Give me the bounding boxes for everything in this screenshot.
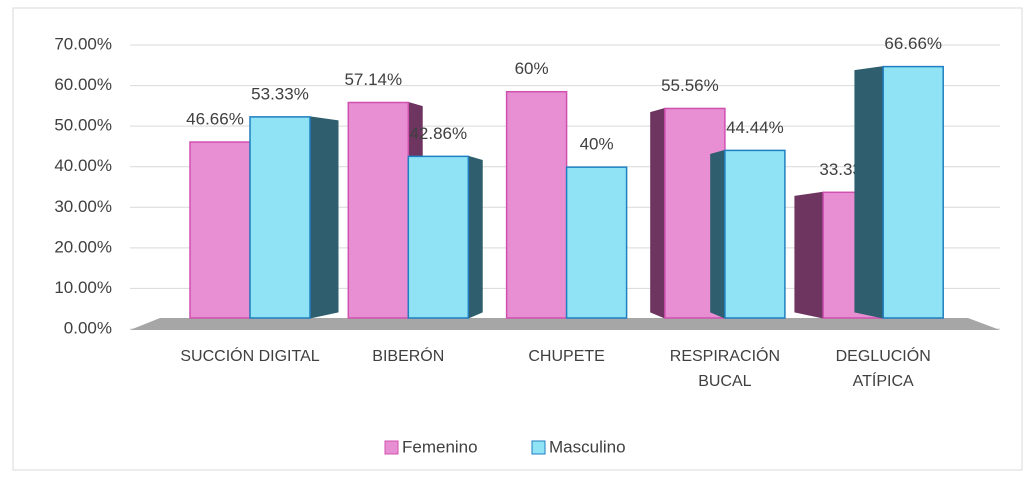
y-tick-label: 30.00% [54,197,112,216]
x-tick-label-box: RESPIRACIÓN BUCAL [669,348,781,390]
bar [505,90,568,319]
x-tick-label: BIBERÓN [372,348,445,365]
legend-label: Masculino [549,437,626,456]
value-label: 60% [515,59,549,78]
bar [189,141,251,319]
bar [407,155,470,319]
bar-side [467,155,483,319]
bar [565,166,628,319]
x-tick-label: RESPIRACIÓN BUCAL [669,348,781,390]
x-tick-label: SUCCIÓN DIGITAL [180,348,320,365]
x-tick-label-box: DEGLUCIÓN ATÍPICA [835,348,931,390]
y-tick-label: 40.00% [54,156,112,175]
x-tick-label-box: SUCCIÓN DIGITAL [180,348,320,365]
y-tick-label: 60.00% [54,75,112,94]
bar-side [710,149,726,319]
bar [347,101,410,319]
bar [882,65,944,319]
value-label: 42.86% [409,124,467,143]
bar [249,116,311,319]
value-label: 66.66% [884,34,942,53]
bar-side [854,66,884,319]
x-tick-label: CHUPETE [528,348,605,365]
y-tick-label: 20.00% [54,237,112,256]
legend-swatch [384,440,399,455]
y-tick-label: 70.00% [54,34,112,53]
bar [724,149,786,319]
y-tick-label: 10.00% [54,278,112,297]
x-tick-label-box: CHUPETE [528,348,605,365]
legend-label: Femenino [402,437,478,456]
legend-swatch [531,440,546,455]
bar-side [650,107,666,319]
value-label: 53.33% [251,84,309,103]
value-label: 40% [580,135,614,154]
y-tick-label: 0.00% [64,318,112,337]
x-tick-label: DEGLUCIÓN ATÍPICA [835,348,931,390]
value-label: 55.56% [661,76,719,95]
floor [130,318,1000,330]
value-label: 46.66% [186,110,244,129]
y-tick-label: 50.00% [54,116,112,135]
value-label: 44.44% [726,118,784,137]
value-label: 57.14% [344,70,402,89]
bar-side [309,116,339,319]
x-tick-label-box: BIBERÓN [372,348,445,365]
bar-side [794,191,824,319]
